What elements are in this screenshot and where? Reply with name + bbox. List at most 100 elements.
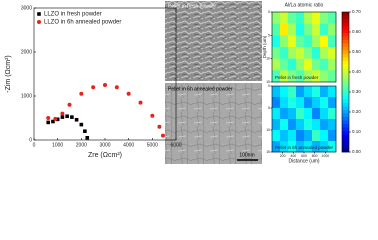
point (55, 117, 60, 122)
heat-cell (304, 141, 313, 153)
colorbar-band (342, 148, 349, 153)
y-tick-label: 0 (268, 10, 270, 14)
x-tick-label: 1000 (321, 154, 329, 158)
heat-cell (280, 141, 289, 153)
y-axis-label: -Zim (Ωcm²) (5, 55, 12, 93)
point (103, 83, 107, 87)
colorbar-label: 0.50 (352, 49, 361, 54)
heat-cell (312, 47, 321, 59)
colorbar-band (342, 103, 349, 107)
colorbar-band (342, 82, 349, 86)
heat-cell (288, 12, 297, 24)
heat-cell (304, 108, 313, 120)
colorbar-band (342, 68, 349, 72)
heat-cell (328, 86, 337, 98)
colorbar-band (342, 117, 349, 121)
heat-cell (280, 130, 289, 142)
heat-cell (288, 58, 297, 71)
heat-cell (304, 70, 313, 83)
image-label: Pellet in fresh powder (168, 3, 216, 9)
colorbar-band (342, 54, 349, 58)
heat-cell (272, 86, 281, 98)
colorbar-band (342, 57, 349, 62)
heat-cell (304, 58, 313, 71)
heat-cell (296, 86, 305, 98)
colorbar-label: 0.30 (352, 89, 361, 94)
colorbar-band (342, 124, 349, 128)
point (126, 91, 131, 96)
x-axis-label: Zre (Ωcm²) (88, 152, 122, 159)
legend-label: LLZO in fresh powder (44, 12, 102, 18)
point (60, 111, 65, 116)
colorbar-band (342, 96, 349, 100)
colorbar-band (342, 40, 349, 44)
heat-cell (296, 97, 305, 109)
heat-cell (328, 23, 337, 36)
heat-cell (288, 119, 297, 131)
y-tick-label: 15 (266, 150, 270, 154)
heat-cell (312, 12, 321, 24)
point (67, 102, 72, 107)
x-tick-label: 2000 (76, 142, 87, 148)
x-tick-label: 400 (290, 154, 296, 158)
point (65, 114, 69, 119)
heat-cell (280, 97, 289, 109)
colorbar-band (342, 106, 349, 111)
point (91, 85, 96, 90)
panel-frame (271, 11, 337, 83)
heat-cell (288, 130, 297, 142)
colorbar-band (342, 138, 349, 142)
colorbar-label: 0.00 (352, 149, 361, 154)
heat-cell (296, 35, 305, 48)
colorbar-band (342, 43, 349, 48)
colorbar-band (342, 19, 349, 23)
colorbar-band (342, 134, 349, 139)
x-tick-label: 6000 (170, 142, 181, 148)
heat-cell (296, 23, 305, 36)
y-tick-label: 3000 (21, 5, 32, 11)
point (46, 116, 51, 120)
point (85, 136, 90, 140)
heat-cell (280, 23, 289, 36)
x-tick-label: 0 (33, 142, 36, 148)
heat-cell (328, 141, 337, 153)
heat-cell (312, 58, 321, 71)
heat-cell (296, 12, 305, 24)
heat-cell (312, 70, 321, 83)
heat-cell (280, 86, 289, 98)
colorbar-band (342, 110, 349, 114)
colorbar-label: 0.20 (352, 109, 361, 114)
heat-cell (328, 108, 337, 120)
y-tick-label: 0 (29, 137, 32, 143)
colorbar-band (342, 47, 349, 51)
point (51, 119, 55, 124)
colorbar-band (342, 113, 349, 118)
heat-cell (320, 23, 329, 36)
heat-cell (304, 97, 313, 109)
heat-cell (272, 35, 281, 48)
x-tick-label: 600 (301, 154, 307, 158)
heat-cell (280, 12, 289, 24)
heat-cell (272, 97, 281, 109)
colorbar-band (342, 145, 349, 149)
legend-marker (37, 12, 41, 16)
heat-cell (280, 108, 289, 120)
y-tick-label: 2000 (21, 49, 32, 55)
heat-cell (328, 47, 337, 59)
heat-cell (328, 119, 337, 131)
heat-cell (312, 23, 321, 36)
point (157, 124, 162, 129)
colorbar-band (342, 29, 349, 34)
heat-cell (304, 12, 313, 24)
point (83, 129, 87, 133)
legend-marker (37, 20, 41, 24)
heat-cell (288, 23, 297, 36)
heat-cell (304, 35, 313, 48)
heat-cell (320, 108, 329, 120)
heat-cell (304, 130, 313, 142)
heat-cell (280, 70, 289, 83)
x-tick-label: 200 (280, 154, 286, 158)
legend-label: LLZO in 6h annealed powder (44, 20, 121, 26)
colorbar-band (342, 71, 349, 76)
heat-cell (280, 35, 289, 48)
